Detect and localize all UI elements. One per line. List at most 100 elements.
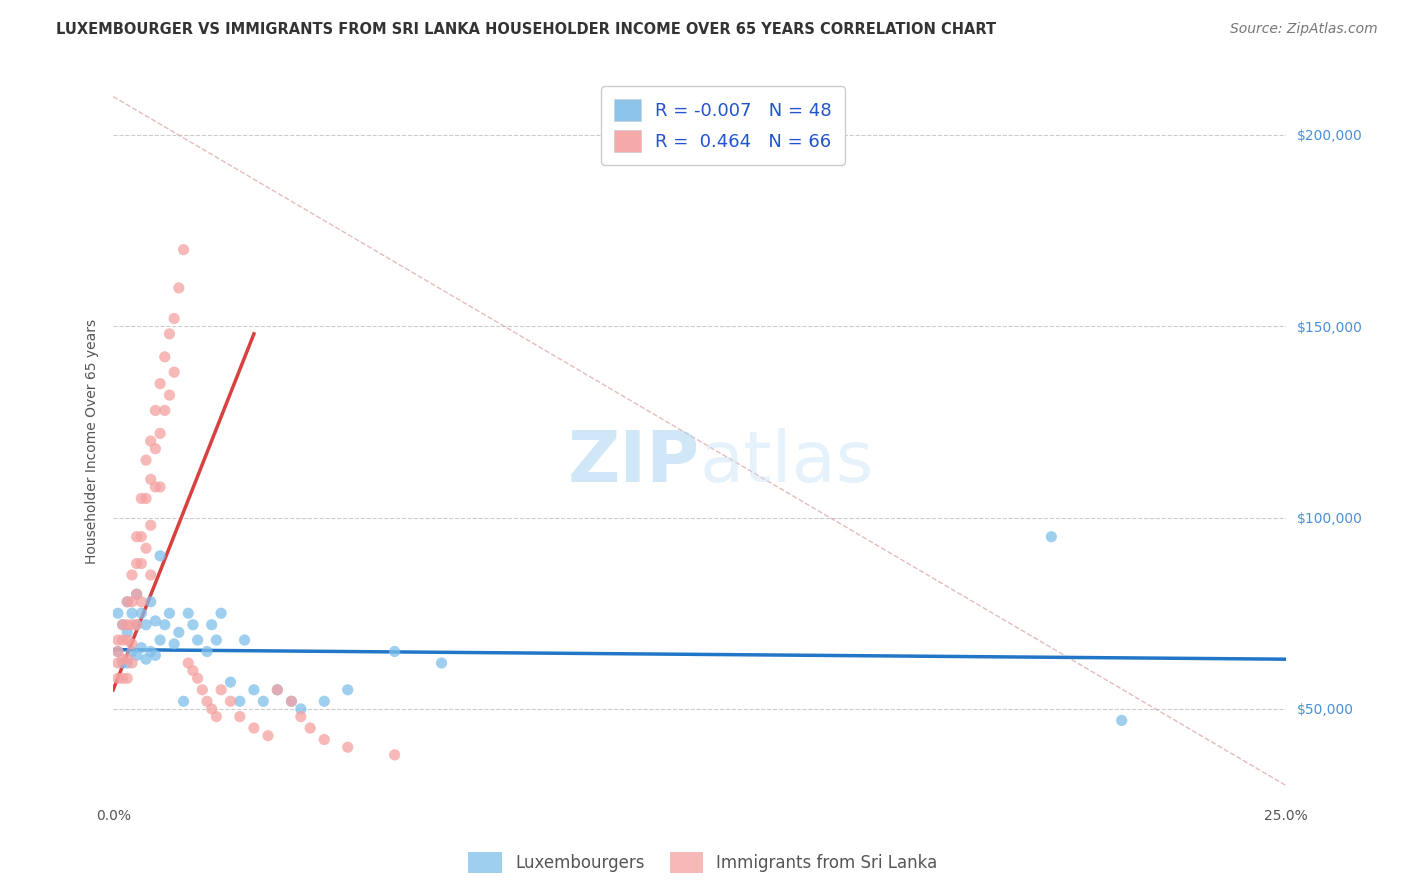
Point bbox=[149, 633, 172, 648]
Point bbox=[280, 694, 302, 708]
Point bbox=[195, 644, 218, 658]
Point bbox=[266, 682, 288, 697]
Point bbox=[139, 568, 162, 582]
Point bbox=[135, 617, 157, 632]
Point bbox=[111, 656, 134, 670]
Point bbox=[135, 491, 157, 506]
Point bbox=[243, 682, 266, 697]
Point bbox=[181, 617, 204, 632]
Point bbox=[290, 702, 312, 716]
Point bbox=[131, 530, 153, 544]
Point bbox=[149, 549, 172, 563]
Point bbox=[201, 617, 224, 632]
Point bbox=[131, 595, 153, 609]
Point bbox=[205, 633, 228, 648]
Point bbox=[201, 702, 224, 716]
Point bbox=[233, 633, 256, 648]
Point bbox=[107, 656, 129, 670]
Point bbox=[384, 747, 406, 762]
Legend: R = -0.007   N = 48, R =  0.464   N = 66: R = -0.007 N = 48, R = 0.464 N = 66 bbox=[602, 87, 845, 165]
Point bbox=[181, 664, 204, 678]
Point bbox=[107, 644, 129, 658]
Point bbox=[145, 614, 167, 628]
Point bbox=[111, 617, 134, 632]
Point bbox=[205, 709, 228, 723]
Point bbox=[177, 656, 200, 670]
Point bbox=[314, 694, 336, 708]
Point bbox=[145, 403, 167, 417]
Point bbox=[139, 644, 162, 658]
Point bbox=[219, 675, 242, 690]
Point bbox=[430, 656, 453, 670]
Point bbox=[243, 721, 266, 735]
Point bbox=[139, 518, 162, 533]
Point bbox=[314, 732, 336, 747]
Point bbox=[121, 656, 143, 670]
Point bbox=[145, 480, 167, 494]
Text: ZIP: ZIP bbox=[567, 428, 700, 498]
Point bbox=[229, 694, 252, 708]
Point bbox=[117, 633, 139, 648]
Point bbox=[187, 671, 209, 685]
Point bbox=[121, 568, 143, 582]
Point bbox=[177, 607, 200, 621]
Point bbox=[131, 557, 153, 571]
Point bbox=[195, 694, 218, 708]
Point bbox=[1040, 530, 1063, 544]
Point bbox=[159, 326, 181, 341]
Point bbox=[125, 587, 148, 601]
Point bbox=[111, 633, 134, 648]
Point bbox=[117, 595, 139, 609]
Point bbox=[135, 652, 157, 666]
Point bbox=[125, 617, 148, 632]
Y-axis label: Householder Income Over 65 years: Householder Income Over 65 years bbox=[86, 318, 100, 564]
Point bbox=[145, 648, 167, 663]
Point bbox=[167, 281, 190, 295]
Point bbox=[159, 388, 181, 402]
Point bbox=[107, 644, 129, 658]
Legend: Luxembourgers, Immigrants from Sri Lanka: Luxembourgers, Immigrants from Sri Lanka bbox=[461, 846, 945, 880]
Point bbox=[107, 671, 129, 685]
Point bbox=[257, 729, 280, 743]
Point bbox=[117, 652, 139, 666]
Point bbox=[107, 633, 129, 648]
Point bbox=[121, 637, 143, 651]
Text: atlas: atlas bbox=[700, 428, 875, 498]
Point bbox=[135, 453, 157, 467]
Point bbox=[153, 617, 176, 632]
Point bbox=[163, 311, 186, 326]
Point bbox=[145, 442, 167, 456]
Point bbox=[125, 617, 148, 632]
Point bbox=[149, 480, 172, 494]
Point bbox=[125, 587, 148, 601]
Point bbox=[384, 644, 406, 658]
Point bbox=[111, 652, 134, 666]
Text: Source: ZipAtlas.com: Source: ZipAtlas.com bbox=[1230, 22, 1378, 37]
Point bbox=[280, 694, 302, 708]
Point bbox=[117, 625, 139, 640]
Point bbox=[121, 644, 143, 658]
Point bbox=[125, 557, 148, 571]
Point bbox=[163, 637, 186, 651]
Point bbox=[149, 376, 172, 391]
Point bbox=[125, 648, 148, 663]
Point bbox=[336, 740, 359, 755]
Point bbox=[117, 671, 139, 685]
Point bbox=[139, 595, 162, 609]
Point bbox=[219, 694, 242, 708]
Point bbox=[153, 403, 176, 417]
Point bbox=[191, 682, 214, 697]
Point bbox=[131, 607, 153, 621]
Point bbox=[173, 243, 195, 257]
Point bbox=[149, 426, 172, 441]
Point bbox=[167, 625, 190, 640]
Point bbox=[111, 671, 134, 685]
Point bbox=[229, 709, 252, 723]
Point bbox=[299, 721, 322, 735]
Point bbox=[121, 617, 143, 632]
Point bbox=[117, 617, 139, 632]
Point bbox=[159, 607, 181, 621]
Point bbox=[121, 595, 143, 609]
Point bbox=[209, 607, 232, 621]
Point bbox=[209, 682, 232, 697]
